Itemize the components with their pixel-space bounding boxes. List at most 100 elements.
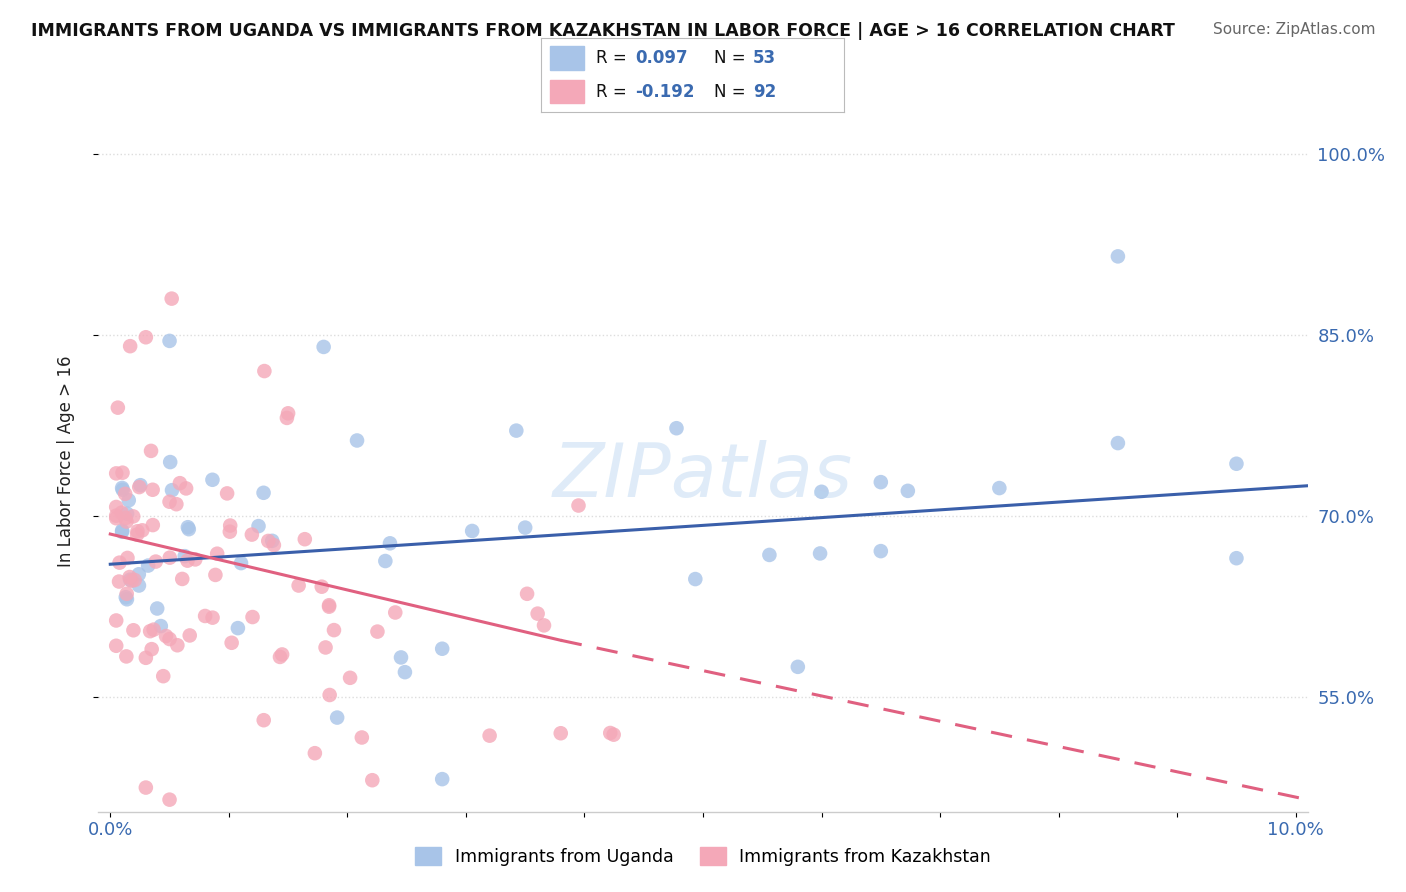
Point bbox=[114, 591, 136, 605]
Point bbox=[315, 640, 337, 655]
Point bbox=[120, 339, 142, 353]
Point bbox=[432, 772, 454, 786]
Point bbox=[287, 578, 309, 592]
Point bbox=[114, 487, 136, 501]
Text: Source: ZipAtlas.com: Source: ZipAtlas.com bbox=[1212, 22, 1375, 37]
Point bbox=[165, 497, 187, 511]
Point bbox=[550, 726, 572, 740]
Point bbox=[374, 554, 396, 568]
Point bbox=[271, 648, 294, 662]
Point bbox=[361, 773, 384, 788]
Point bbox=[218, 524, 240, 539]
Point bbox=[127, 524, 149, 539]
Text: 92: 92 bbox=[754, 83, 776, 101]
Point bbox=[111, 506, 134, 520]
Point bbox=[869, 544, 891, 558]
Text: R =: R = bbox=[596, 83, 631, 101]
Point bbox=[242, 610, 264, 624]
Point bbox=[176, 554, 198, 568]
Point bbox=[602, 728, 624, 742]
Point bbox=[114, 511, 136, 525]
Point bbox=[516, 587, 538, 601]
Point bbox=[145, 555, 167, 569]
Text: 53: 53 bbox=[754, 49, 776, 67]
Point bbox=[169, 476, 191, 491]
Point bbox=[105, 500, 128, 514]
Point bbox=[111, 524, 134, 538]
Point bbox=[276, 411, 298, 425]
Text: -0.192: -0.192 bbox=[636, 83, 695, 101]
Text: R =: R = bbox=[596, 49, 631, 67]
Point bbox=[253, 713, 276, 727]
Point bbox=[988, 481, 1011, 495]
Point bbox=[304, 746, 326, 760]
Point bbox=[107, 401, 129, 415]
Point bbox=[269, 649, 291, 664]
Point bbox=[128, 567, 150, 582]
Text: 0.097: 0.097 bbox=[636, 49, 688, 67]
Point bbox=[159, 494, 181, 508]
Point bbox=[219, 518, 242, 533]
Point bbox=[135, 780, 157, 795]
Point bbox=[217, 486, 239, 500]
Point bbox=[226, 621, 249, 635]
Point bbox=[263, 538, 285, 552]
Point bbox=[194, 609, 217, 624]
Point bbox=[277, 406, 299, 420]
Point bbox=[105, 467, 128, 481]
Point bbox=[262, 533, 284, 548]
Point bbox=[111, 481, 134, 495]
Point bbox=[318, 599, 340, 613]
Point bbox=[111, 483, 134, 497]
Point bbox=[339, 671, 361, 685]
Point bbox=[533, 618, 555, 632]
Text: ZIPatlas: ZIPatlas bbox=[553, 440, 853, 512]
Text: N =: N = bbox=[714, 83, 751, 101]
Point bbox=[122, 624, 145, 638]
Point bbox=[346, 434, 368, 448]
Point bbox=[105, 511, 128, 525]
Point bbox=[253, 364, 276, 378]
Point bbox=[115, 507, 138, 521]
Point bbox=[461, 524, 484, 538]
Point bbox=[159, 792, 181, 806]
Point bbox=[229, 556, 252, 570]
Point bbox=[350, 731, 373, 745]
Point bbox=[142, 518, 165, 533]
Point bbox=[526, 607, 548, 621]
Point bbox=[366, 624, 388, 639]
Point bbox=[131, 524, 153, 538]
Point bbox=[118, 493, 141, 508]
Point bbox=[252, 485, 274, 500]
Point bbox=[115, 587, 138, 601]
Point bbox=[115, 592, 138, 607]
Point bbox=[201, 473, 224, 487]
Y-axis label: In Labor Force | Age > 16: In Labor Force | Age > 16 bbox=[56, 356, 75, 567]
Point bbox=[389, 650, 412, 665]
Point bbox=[146, 601, 169, 615]
Point bbox=[108, 556, 131, 570]
Point bbox=[120, 573, 142, 587]
Point bbox=[152, 669, 174, 683]
Point bbox=[136, 558, 159, 573]
Point bbox=[159, 550, 181, 565]
Point bbox=[177, 522, 200, 536]
Point bbox=[142, 483, 165, 497]
Point bbox=[685, 572, 707, 586]
Point bbox=[129, 478, 152, 492]
Point bbox=[105, 639, 128, 653]
Point bbox=[247, 519, 270, 533]
Point bbox=[240, 527, 263, 541]
Point bbox=[599, 726, 621, 740]
Point bbox=[111, 524, 134, 539]
Point bbox=[117, 550, 139, 565]
Point bbox=[257, 533, 280, 548]
Bar bbox=[550, 46, 583, 70]
Point bbox=[111, 466, 134, 480]
Point bbox=[808, 546, 831, 560]
Point bbox=[159, 455, 181, 469]
Point bbox=[159, 632, 181, 646]
Point bbox=[869, 475, 891, 490]
Point bbox=[378, 536, 401, 550]
Point bbox=[897, 483, 920, 498]
